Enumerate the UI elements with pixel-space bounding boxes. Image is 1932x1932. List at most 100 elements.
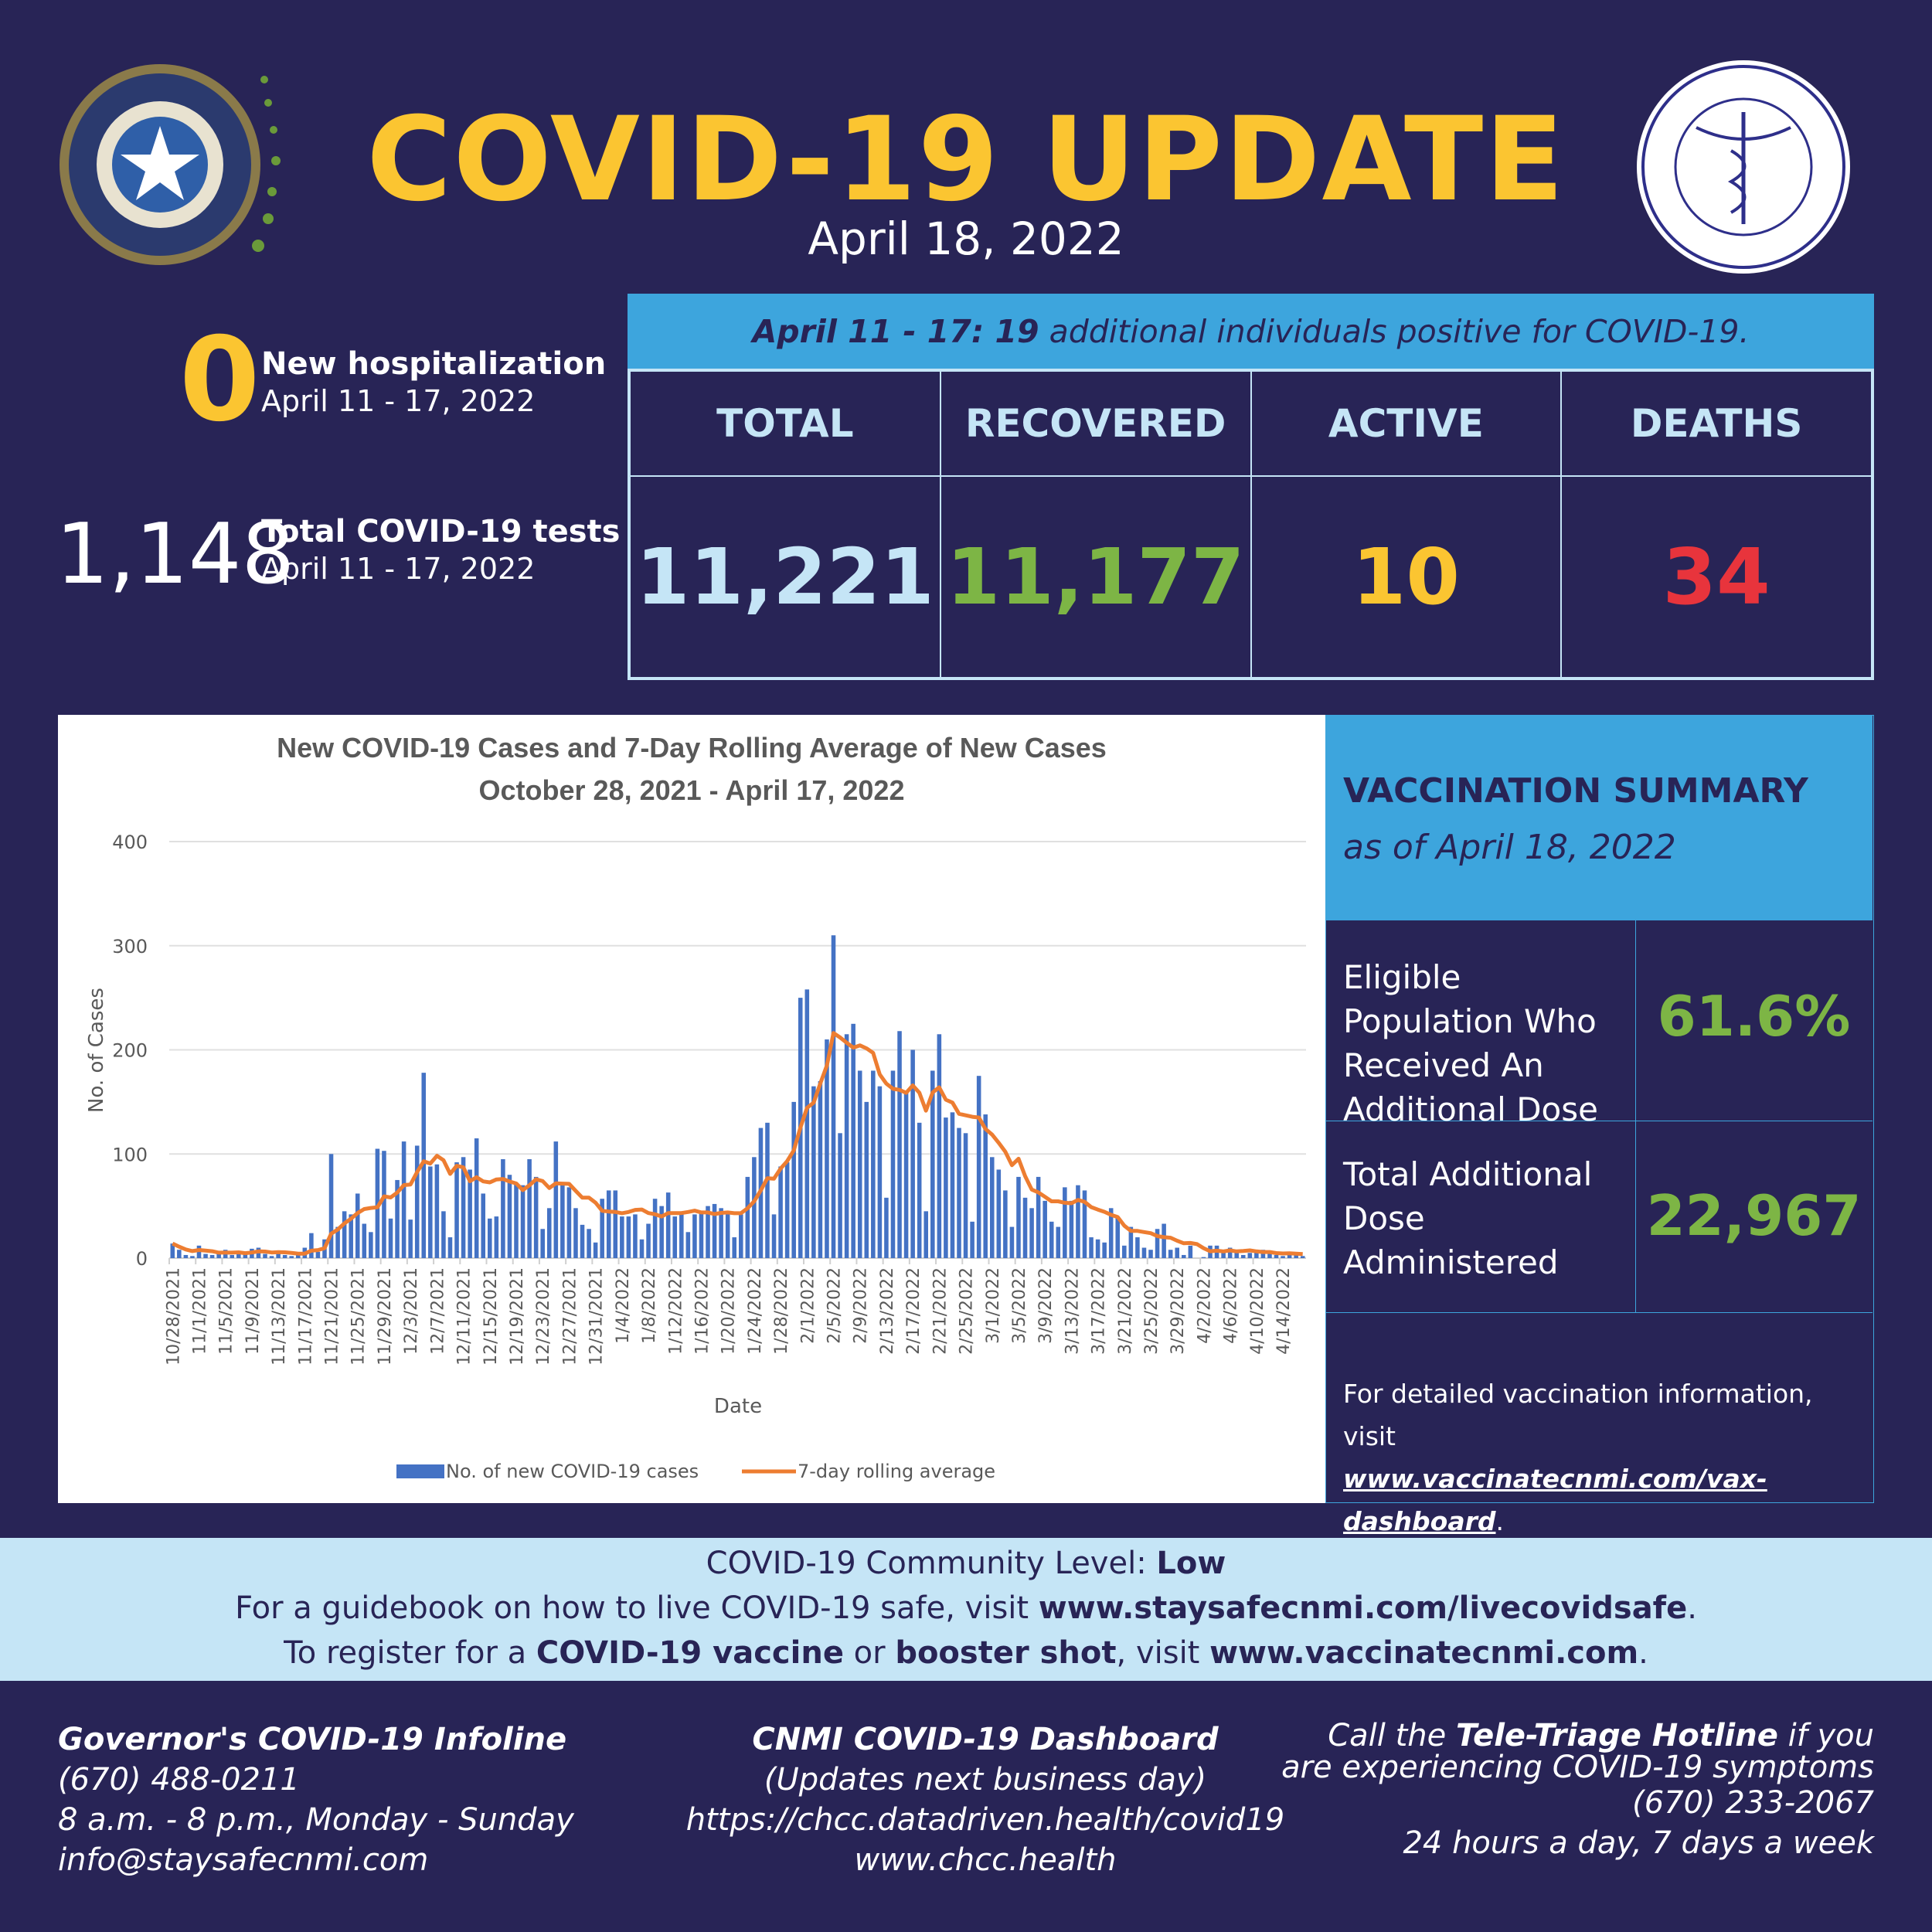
- case-bar: [593, 1242, 598, 1258]
- legend-line-label: 7-day rolling average: [798, 1461, 995, 1482]
- dashboard-url[interactable]: https://chcc.datadriven.health/covid19: [685, 1802, 1285, 1838]
- case-bar: [864, 1101, 869, 1258]
- case-bar: [349, 1214, 353, 1258]
- infoline-phone[interactable]: (670) 488-0211: [58, 1762, 300, 1798]
- case-bar: [620, 1216, 624, 1258]
- dashboard-note: (Updates next business day): [764, 1762, 1207, 1798]
- vax-dashboard-link[interactable]: www.vaccinatecnmi.com/vax-dashboard: [1343, 1464, 1767, 1536]
- case-bar: [1260, 1250, 1266, 1258]
- case-bar: [752, 1157, 757, 1258]
- case-bar: [560, 1185, 565, 1258]
- case-bar: [395, 1179, 400, 1258]
- x-tick-label: 11/17/2021: [296, 1267, 315, 1366]
- case-bar: [732, 1237, 736, 1258]
- case-bar: [540, 1229, 545, 1258]
- y-tick-label: 100: [112, 1144, 148, 1165]
- case-bar: [1247, 1253, 1253, 1258]
- x-tick-label: 1/28/2022: [772, 1267, 791, 1355]
- vax-info-period: .: [1495, 1506, 1504, 1536]
- case-bar: [626, 1216, 631, 1258]
- case-bar: [501, 1158, 505, 1258]
- case-bar: [963, 1133, 968, 1258]
- case-bar: [295, 1253, 301, 1258]
- case-bar: [1049, 1221, 1054, 1258]
- case-bar: [1267, 1253, 1272, 1258]
- x-tick-label: 3/9/2022: [1036, 1267, 1056, 1344]
- cases-chart-svg: New COVID-19 Cases and 7-Day Rolling Ave…: [85, 732, 1306, 1482]
- banner-text: additional individuals positive for COVI…: [1039, 313, 1750, 350]
- x-tick-label: 12/3/2021: [402, 1267, 421, 1355]
- case-bar: [699, 1211, 704, 1258]
- case-bar: [613, 1190, 618, 1258]
- case-bar: [1089, 1237, 1094, 1258]
- case-bar: [1069, 1200, 1074, 1258]
- case-bar: [1162, 1223, 1166, 1258]
- guidebook-link[interactable]: www.staysafecnmi.com/livecovidsafe: [1038, 1590, 1688, 1626]
- case-bar: [461, 1157, 466, 1258]
- infoline-email[interactable]: info@staysafecnmi.com: [58, 1842, 429, 1878]
- x-tick-label: 12/31/2021: [587, 1267, 607, 1366]
- y-tick-label: 200: [112, 1040, 148, 1062]
- case-bar: [468, 1169, 472, 1258]
- case-bar: [712, 1203, 717, 1258]
- case-bar: [170, 1243, 175, 1258]
- guidebook-line: For a guidebook on how to live COVID-19 …: [0, 1586, 1932, 1631]
- case-bar: [818, 1080, 823, 1258]
- case-bar: [983, 1114, 988, 1258]
- hotline-title: Tele-Triage Hotline: [1455, 1718, 1778, 1753]
- text: COVID-19 vaccine: [536, 1635, 844, 1671]
- hospitalization-count: 0: [179, 313, 260, 447]
- text: Call the: [1328, 1718, 1456, 1753]
- vax-row-label: Eligible Population Who Received An Addi…: [1343, 958, 1598, 1128]
- case-bar: [209, 1254, 215, 1258]
- case-bar: [791, 1101, 796, 1258]
- case-bar: [282, 1254, 287, 1258]
- vax-row-total: Total Additional Dose Administered 22,96…: [1326, 1121, 1872, 1313]
- case-bar: [765, 1122, 770, 1258]
- x-tick-label: 11/29/2021: [376, 1267, 395, 1366]
- case-bar: [844, 1034, 849, 1258]
- dashboard-title: CNMI COVID-19 Dashboard: [752, 1722, 1219, 1757]
- cases-chart: New COVID-19 Cases and 7-Day Rolling Ave…: [58, 715, 1325, 1503]
- hotline-text: are experiencing COVID-19 symptoms: [1281, 1750, 1874, 1785]
- case-bar: [1043, 1200, 1047, 1258]
- case-bar: [890, 1070, 896, 1258]
- rolling-average-line: [172, 1031, 1303, 1257]
- x-tick-label: 1/16/2022: [692, 1267, 712, 1355]
- x-tick-label: 1/24/2022: [746, 1267, 765, 1355]
- chcc-logo: [1637, 60, 1850, 274]
- case-bar: [1287, 1253, 1292, 1258]
- register-line: To register for a COVID-19 vaccine or bo…: [0, 1631, 1932, 1675]
- case-bar: [1016, 1176, 1021, 1258]
- case-bar: [454, 1162, 459, 1258]
- case-bar: [527, 1158, 532, 1258]
- case-bar: [1022, 1197, 1028, 1258]
- x-tick-label: 12/23/2021: [534, 1267, 553, 1366]
- x-tick-label: 2/25/2022: [957, 1267, 977, 1355]
- vaccinate-link[interactable]: www.vaccinatecnmi.com: [1209, 1635, 1639, 1671]
- case-stats-table: TOTAL RECOVERED ACTIVE DEATHS 11,221 11,…: [628, 369, 1874, 680]
- case-bar: [230, 1254, 235, 1258]
- case-bar: [1102, 1242, 1107, 1258]
- case-bar: [1009, 1226, 1015, 1258]
- case-bar: [1148, 1250, 1153, 1258]
- hotline-phone[interactable]: (670) 233-2067: [1632, 1785, 1874, 1821]
- chart-title: New COVID-19 Cases and 7-Day Rolling Ave…: [277, 732, 1107, 764]
- case-bar: [679, 1214, 684, 1258]
- x-tick-label: 11/5/2021: [217, 1267, 236, 1355]
- x-tick-label: 12/11/2021: [455, 1267, 474, 1366]
- case-bar: [903, 1091, 909, 1258]
- case-bar: [771, 1214, 777, 1258]
- y-tick-label: 400: [112, 832, 148, 853]
- case-bar: [923, 1211, 929, 1258]
- chcc-site[interactable]: www.chcc.health: [854, 1842, 1117, 1878]
- case-bar: [877, 1086, 883, 1258]
- case-bar: [1082, 1190, 1087, 1258]
- x-tick-label: 1/20/2022: [719, 1267, 739, 1355]
- footer-hotline: Call the Tele-Triage Hotline if you are …: [1281, 1719, 1874, 1863]
- text: To register for a: [284, 1635, 536, 1671]
- case-bar: [421, 1073, 427, 1258]
- case-bar: [1115, 1216, 1121, 1258]
- case-bar: [507, 1175, 512, 1258]
- case-bar: [369, 1232, 373, 1258]
